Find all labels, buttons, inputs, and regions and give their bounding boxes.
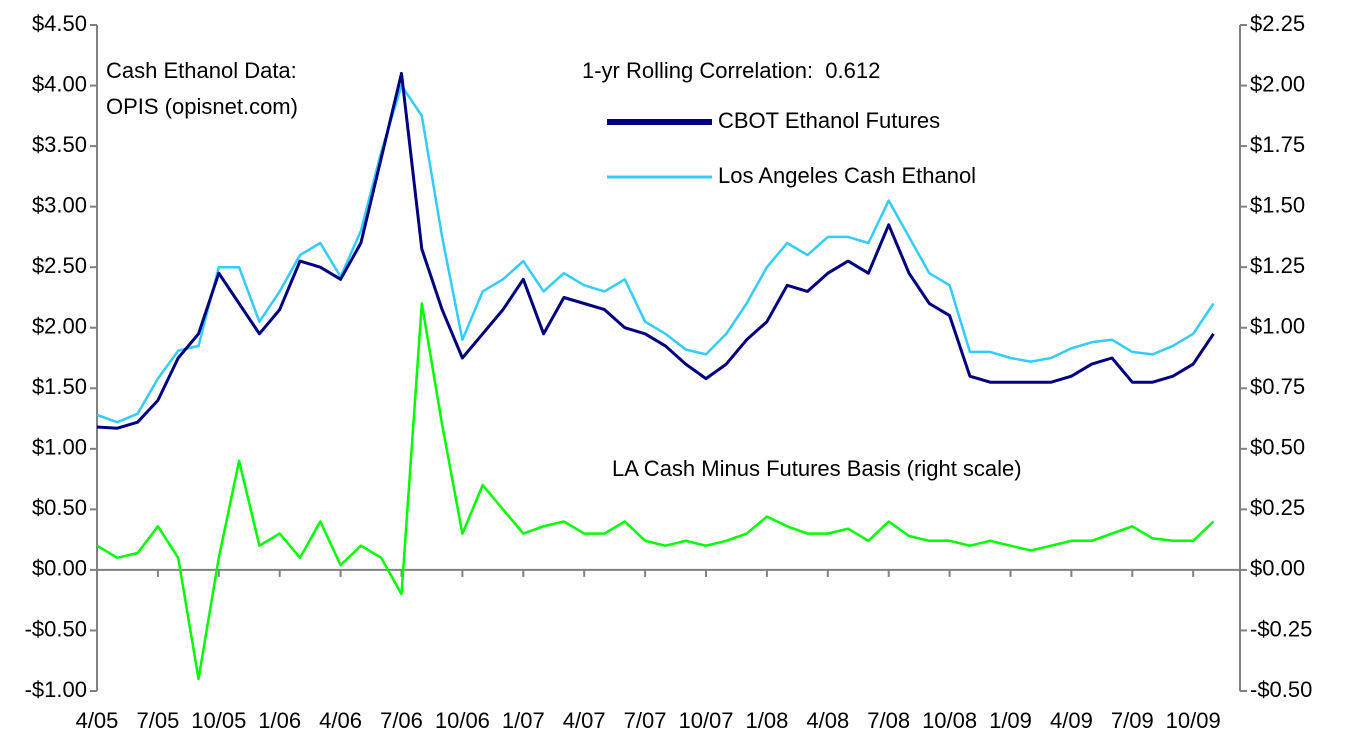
y2-tick-label: $0.50	[1250, 435, 1305, 460]
y-tick-label: $1.00	[32, 435, 87, 460]
y-tick-label: $3.50	[32, 132, 87, 157]
x-tick-label: 1/06	[258, 708, 301, 733]
y-tick-label: $1.50	[32, 374, 87, 399]
x-tick-label: 1/09	[989, 708, 1032, 733]
x-tick-label: 7/05	[136, 708, 179, 733]
x-tick-label: 10/08	[922, 708, 977, 733]
y-tick-label: $3.00	[32, 192, 87, 217]
y-tick-label: $4.50	[32, 11, 87, 36]
x-tick-label: 4/09	[1050, 708, 1093, 733]
y2-tick-label: -$0.25	[1250, 616, 1312, 641]
y-tick-label: -$0.50	[25, 616, 87, 641]
series-line	[96, 84, 1215, 424]
y2-tick-label: $1.00	[1250, 314, 1305, 339]
y2-tick-label: $1.25	[1250, 253, 1305, 278]
y2-tick-label: $0.75	[1250, 374, 1305, 399]
x-tick-label: 7/09	[1111, 708, 1154, 733]
annotation: 1-yr Rolling Correlation: 0.612	[582, 58, 880, 83]
series-line	[96, 302, 1215, 681]
x-tick-label: 1/08	[745, 708, 788, 733]
x-tick-label: 7/07	[624, 708, 667, 733]
y-tick-label: $0.00	[32, 556, 87, 581]
x-tick-label: 7/06	[380, 708, 423, 733]
x-tick-label: 4/08	[806, 708, 849, 733]
series-line	[96, 71, 1215, 430]
y2-tick-label: $1.75	[1250, 132, 1305, 157]
annotation: Cash Ethanol Data:	[106, 58, 297, 83]
x-tick-label: 10/05	[191, 708, 246, 733]
y-tick-label: -$1.00	[25, 677, 87, 702]
x-tick-label: 10/09	[1166, 708, 1221, 733]
y2-tick-label: $2.00	[1250, 71, 1305, 96]
y2-tick-label: $0.25	[1250, 495, 1305, 520]
series-label: LA Cash Minus Futures Basis (right scale…	[612, 456, 1022, 481]
y2-tick-label: $2.25	[1250, 11, 1305, 36]
y2-tick-label: $0.00	[1250, 556, 1305, 581]
annotation: OPIS (opisnet.com)	[106, 94, 298, 119]
y2-tick-label: -$0.50	[1250, 677, 1312, 702]
y-tick-label: $2.00	[32, 314, 87, 339]
x-tick-label: 10/06	[435, 708, 490, 733]
x-tick-label: 4/05	[76, 708, 119, 733]
legend-label: Los Angeles Cash Ethanol	[718, 163, 976, 188]
x-tick-label: 4/07	[563, 708, 606, 733]
y2-tick-label: $1.50	[1250, 192, 1305, 217]
y-tick-label: $0.50	[32, 495, 87, 520]
x-tick-label: 4/06	[319, 708, 362, 733]
y-tick-label: $2.50	[32, 253, 87, 278]
legend-label: CBOT Ethanol Futures	[718, 108, 940, 133]
x-tick-label: 7/08	[867, 708, 910, 733]
y-tick-label: $4.00	[32, 71, 87, 96]
x-tick-label: 10/07	[678, 708, 733, 733]
x-tick-label: 1/07	[502, 708, 545, 733]
